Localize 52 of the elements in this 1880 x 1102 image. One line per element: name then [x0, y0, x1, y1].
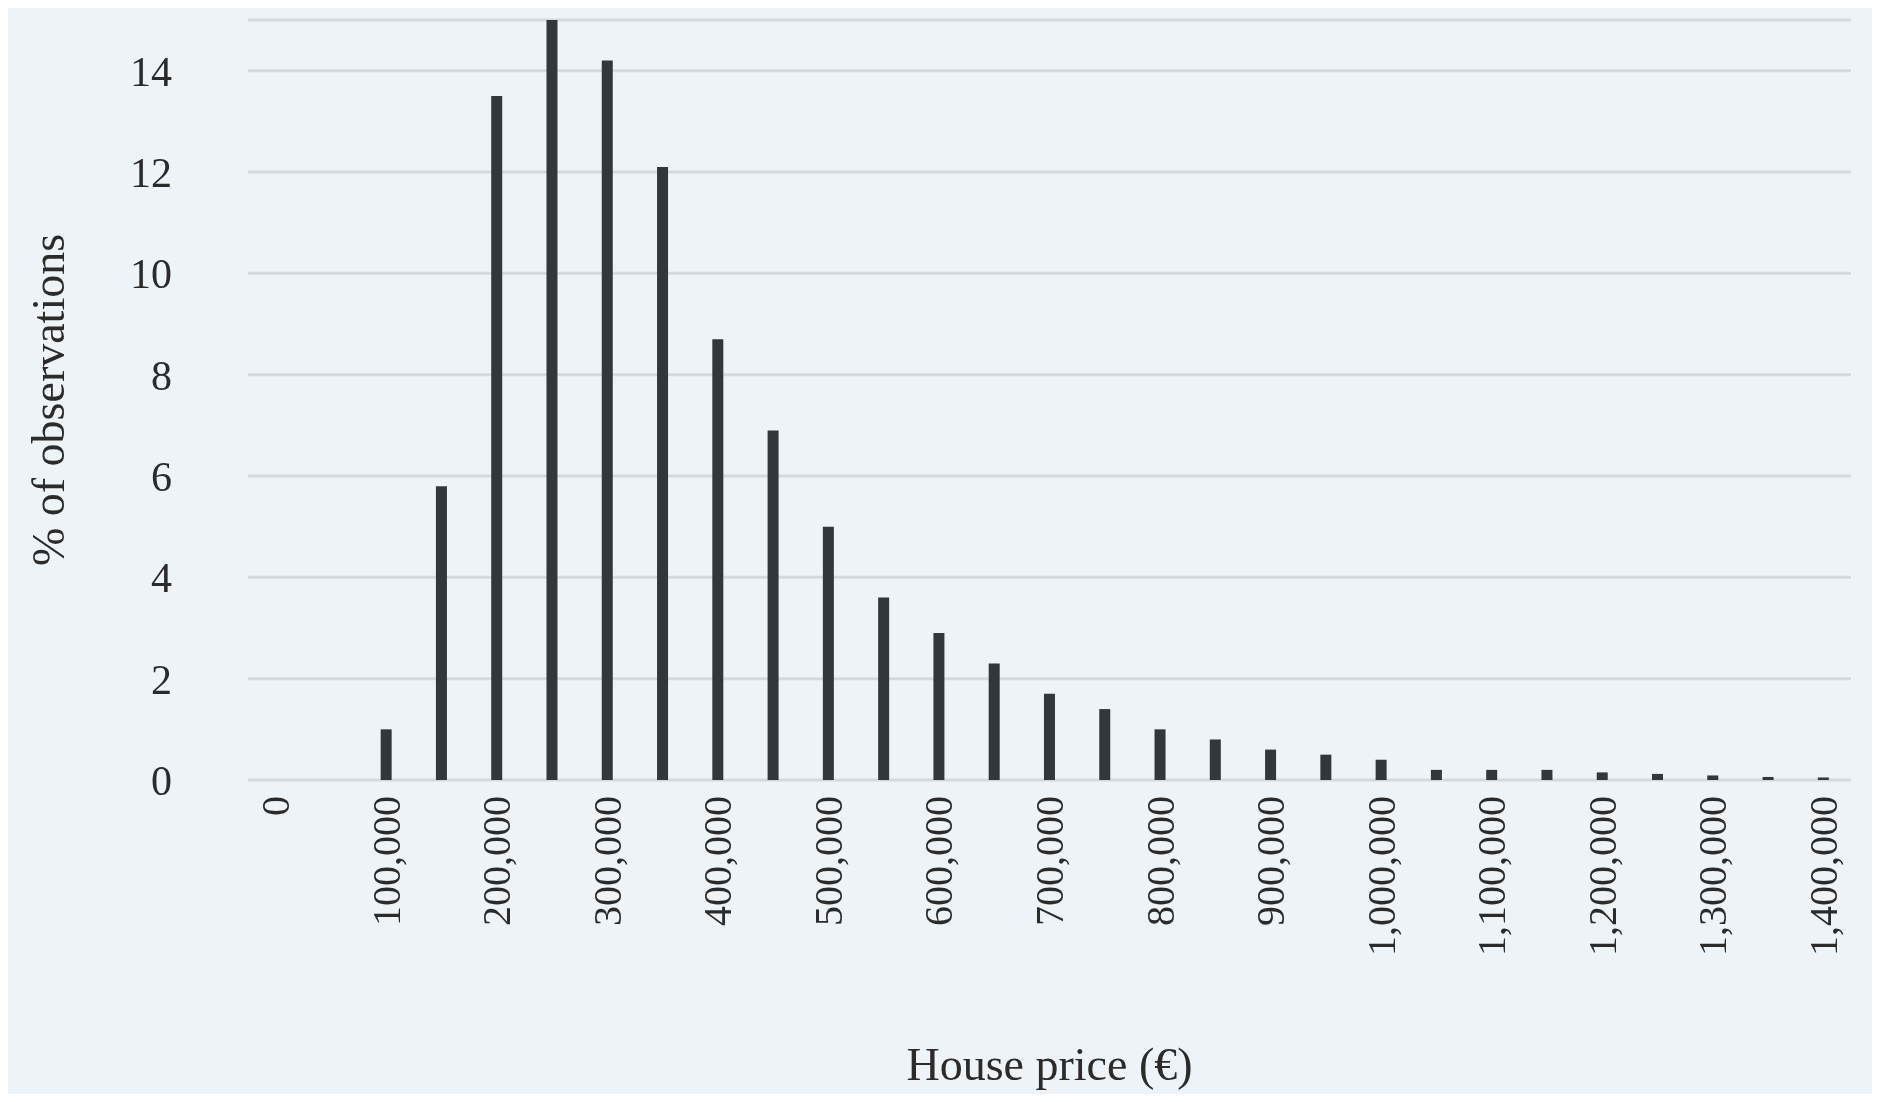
- bar: [1265, 749, 1277, 780]
- x-tick-label: 300,000: [584, 796, 630, 926]
- x-tick-label: 600,000: [916, 796, 962, 926]
- y-tick-label: 10: [130, 251, 172, 298]
- x-tick-label: 700,000: [1027, 796, 1072, 926]
- x-tick-label: 900,000: [1248, 796, 1294, 926]
- y-axis-title: % of observations: [23, 233, 75, 567]
- bar: [380, 729, 392, 780]
- x-tick-label: 1,000,000: [1358, 796, 1404, 956]
- bar: [1154, 729, 1166, 780]
- bar: [1817, 777, 1829, 780]
- x-tick-label: 1,300,000: [1690, 796, 1736, 956]
- bar: [546, 20, 558, 780]
- x-tick-label: 1,100,000: [1469, 796, 1515, 956]
- bar: [1320, 754, 1332, 780]
- x-tick-label: 400,000: [695, 796, 741, 926]
- x-tick-label: 100,000: [363, 796, 409, 926]
- y-tick-label: 12: [130, 149, 172, 196]
- x-tick-label: 800,000: [1137, 796, 1183, 926]
- bar: [1430, 769, 1442, 780]
- bar: [1707, 775, 1719, 780]
- bar: [601, 60, 613, 780]
- bar: [435, 486, 447, 780]
- bar: [1652, 773, 1664, 780]
- x-axis-title: House price (€): [906, 1039, 1193, 1090]
- bar: [1209, 739, 1221, 780]
- y-tick-label: 14: [130, 48, 172, 95]
- bar: [491, 96, 503, 780]
- bar: [933, 633, 945, 780]
- x-tick-label: 1,200,000: [1579, 796, 1625, 956]
- bar: [1596, 772, 1608, 780]
- bar: [712, 339, 724, 780]
- x-tick-label: 1,400,000: [1800, 796, 1846, 956]
- y-tick-label: 6: [151, 453, 172, 500]
- x-tick-label: 200,000: [474, 796, 520, 926]
- bar: [878, 597, 890, 780]
- x-tick-label: 0: [253, 796, 299, 816]
- bar: [1375, 759, 1387, 780]
- bar: [1541, 769, 1553, 780]
- y-tick-label: 2: [151, 656, 172, 703]
- bar: [767, 430, 779, 780]
- x-tick-label: 500,000: [805, 796, 851, 926]
- bar: [1762, 776, 1774, 780]
- bar: [657, 166, 669, 780]
- y-tick-label: 4: [151, 555, 172, 602]
- y-tick-label: 0: [151, 757, 172, 804]
- bar: [1043, 693, 1055, 780]
- bar: [1486, 769, 1498, 780]
- bar: [1099, 709, 1111, 780]
- y-tick-label: 8: [151, 352, 172, 399]
- bar: [988, 663, 1000, 780]
- bar: [822, 526, 834, 780]
